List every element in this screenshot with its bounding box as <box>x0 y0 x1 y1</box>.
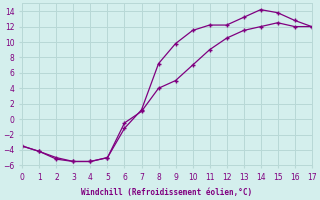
X-axis label: Windchill (Refroidissement éolien,°C): Windchill (Refroidissement éolien,°C) <box>82 188 252 197</box>
